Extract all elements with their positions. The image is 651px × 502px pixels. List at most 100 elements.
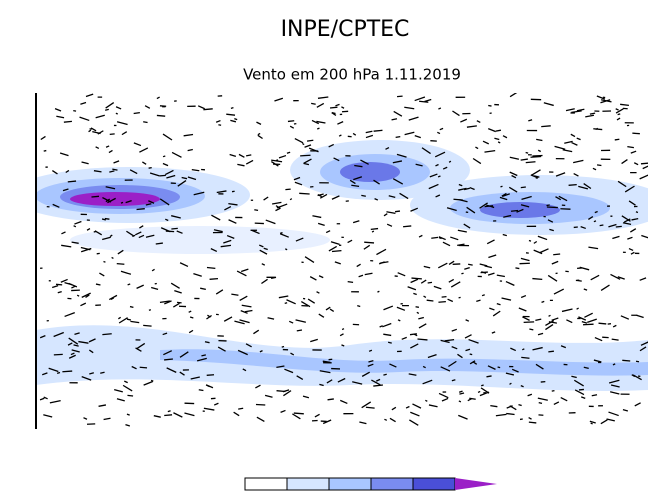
wind-barb — [561, 308, 573, 313]
wind-barb — [628, 247, 634, 252]
wind-barb — [43, 149, 47, 152]
wind-barb — [42, 372, 48, 376]
wind-barb — [256, 121, 262, 125]
wind-barb — [548, 314, 551, 317]
wind-barb — [531, 169, 541, 176]
wind-barb — [153, 415, 161, 418]
wind-barb — [193, 272, 202, 277]
wind-barb — [71, 241, 79, 244]
wind-barb — [537, 235, 548, 241]
wind-barb — [48, 367, 59, 373]
wind-barb — [442, 166, 448, 170]
wind-barb — [634, 402, 641, 407]
wind-barb — [303, 162, 310, 166]
wind-barb — [166, 367, 177, 373]
wind-barb — [133, 142, 142, 147]
wind-barb — [341, 344, 345, 347]
wind-barb — [164, 358, 173, 361]
wind-barb — [502, 135, 508, 139]
wind-barb — [88, 349, 94, 354]
wind-barb — [413, 292, 417, 296]
wind-barb — [451, 346, 458, 350]
wind-barb — [370, 227, 379, 231]
wind-barb — [528, 119, 533, 122]
wind-barb — [490, 404, 498, 408]
wind-barb — [571, 375, 577, 379]
wind-barb — [541, 125, 551, 128]
wind-barb — [562, 149, 573, 153]
wind-barb — [316, 102, 325, 108]
wind-barb — [558, 195, 568, 202]
wind-barb — [139, 366, 148, 369]
wind-barb — [465, 319, 470, 322]
wind-barb — [391, 406, 397, 411]
wind-barb — [329, 308, 335, 313]
wind-barb — [388, 195, 396, 198]
wind-barb — [611, 338, 619, 341]
wind-barb — [458, 183, 463, 187]
wind-barb — [102, 236, 111, 241]
wind-barb — [189, 316, 194, 319]
wind-barb — [520, 294, 527, 299]
title: INPE/CPTEC — [281, 17, 410, 42]
wind-barb — [67, 180, 77, 183]
wind-barb — [551, 260, 559, 265]
wind-barb — [383, 213, 388, 217]
wind-barb — [368, 349, 373, 352]
wind-barb — [80, 246, 91, 251]
wind-barb — [167, 410, 171, 413]
wind-barb — [451, 328, 458, 332]
wind-barb — [639, 277, 647, 281]
wind-barb — [573, 379, 584, 387]
wind-barb — [477, 390, 481, 393]
wind-barb — [379, 325, 383, 328]
wind-barb — [120, 201, 124, 204]
wind-barb — [536, 138, 543, 142]
wind-barb — [538, 401, 543, 405]
wind-barb — [594, 210, 598, 214]
wind-barb — [469, 360, 476, 365]
wind-barb — [431, 236, 439, 239]
wind-barb — [633, 162, 639, 166]
wind-barb — [549, 228, 554, 232]
wind-barb — [200, 287, 206, 291]
wind-barb — [407, 286, 417, 291]
wind-barb — [62, 188, 69, 192]
wind-barb — [438, 300, 446, 303]
wind-barb — [488, 104, 492, 107]
wind-barb — [39, 397, 45, 401]
wind-barb — [442, 241, 451, 247]
wind-barb — [230, 107, 234, 109]
wind-barb — [434, 151, 446, 158]
wind-barb — [209, 277, 219, 280]
wind-barb — [78, 340, 89, 344]
wind-barb — [206, 266, 216, 269]
wind-barb — [117, 249, 124, 255]
wind-barb — [583, 366, 589, 370]
wind-barb — [183, 133, 194, 137]
map-area — [35, 93, 648, 429]
wind-barb — [122, 384, 133, 392]
wind-barb — [80, 302, 87, 307]
wind-barb — [422, 379, 433, 385]
wind-barb — [622, 409, 629, 412]
wind-barb — [286, 299, 296, 305]
wind-barb — [599, 224, 604, 227]
wind-barb — [139, 147, 149, 153]
wind-barb — [389, 417, 396, 423]
wind-barb — [359, 421, 367, 425]
wind-barb — [139, 225, 144, 229]
wind-barb — [593, 220, 597, 223]
wind-barb — [376, 248, 387, 256]
wind-barb — [303, 158, 312, 164]
wind-barb — [438, 392, 449, 399]
wind-barb — [548, 350, 554, 353]
wind-barb — [331, 249, 342, 253]
wind-barb — [187, 148, 193, 152]
wind-barb — [179, 351, 189, 358]
wind-barb — [317, 96, 329, 99]
wind-barbs — [39, 93, 648, 427]
wind-barb — [341, 106, 345, 109]
wind-barb — [187, 176, 197, 181]
wind-barb — [433, 285, 442, 290]
